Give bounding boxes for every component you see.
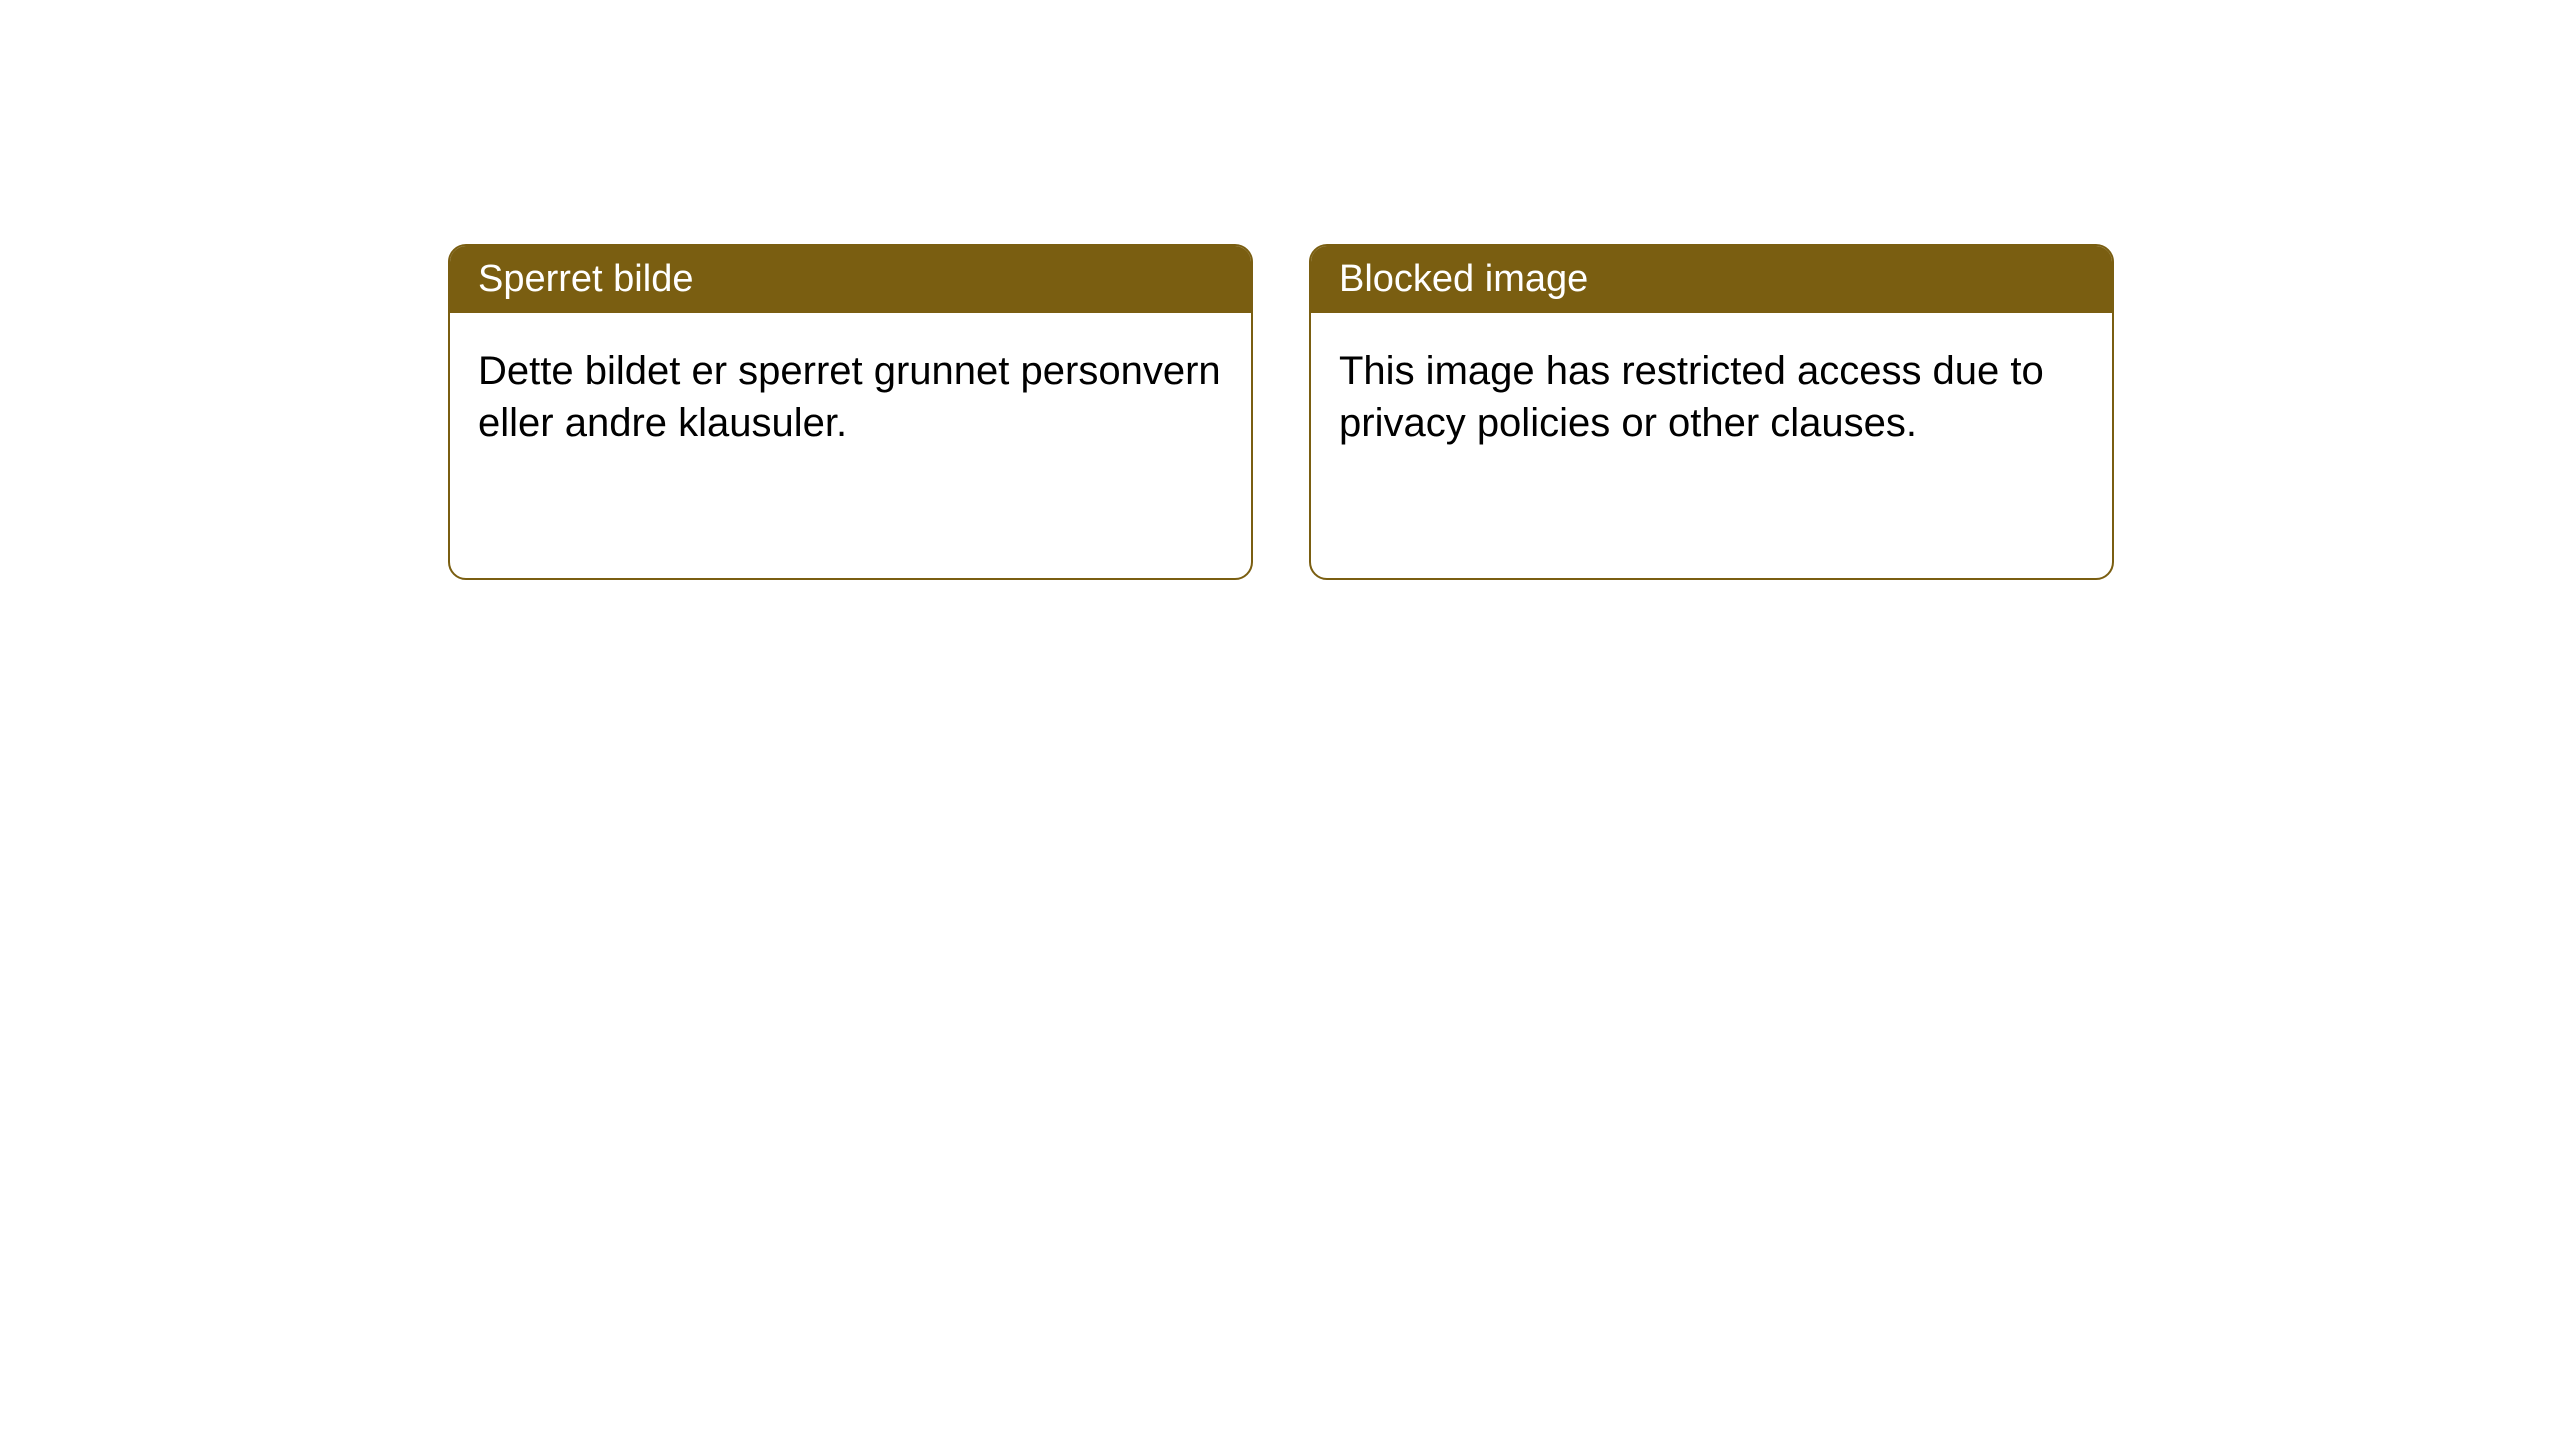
card-message: Dette bildet er sperret grunnet personve… xyxy=(478,349,1221,445)
card-body: Dette bildet er sperret grunnet personve… xyxy=(450,313,1251,481)
card-message: This image has restricted access due to … xyxy=(1339,349,2044,445)
notice-card-english: Blocked image This image has restricted … xyxy=(1309,244,2114,580)
card-header: Blocked image xyxy=(1311,246,2112,313)
notice-container: Sperret bilde Dette bildet er sperret gr… xyxy=(0,0,2560,580)
card-body: This image has restricted access due to … xyxy=(1311,313,2112,481)
notice-card-norwegian: Sperret bilde Dette bildet er sperret gr… xyxy=(448,244,1253,580)
card-title: Blocked image xyxy=(1339,258,1588,300)
card-title: Sperret bilde xyxy=(478,258,693,300)
card-header: Sperret bilde xyxy=(450,246,1251,313)
